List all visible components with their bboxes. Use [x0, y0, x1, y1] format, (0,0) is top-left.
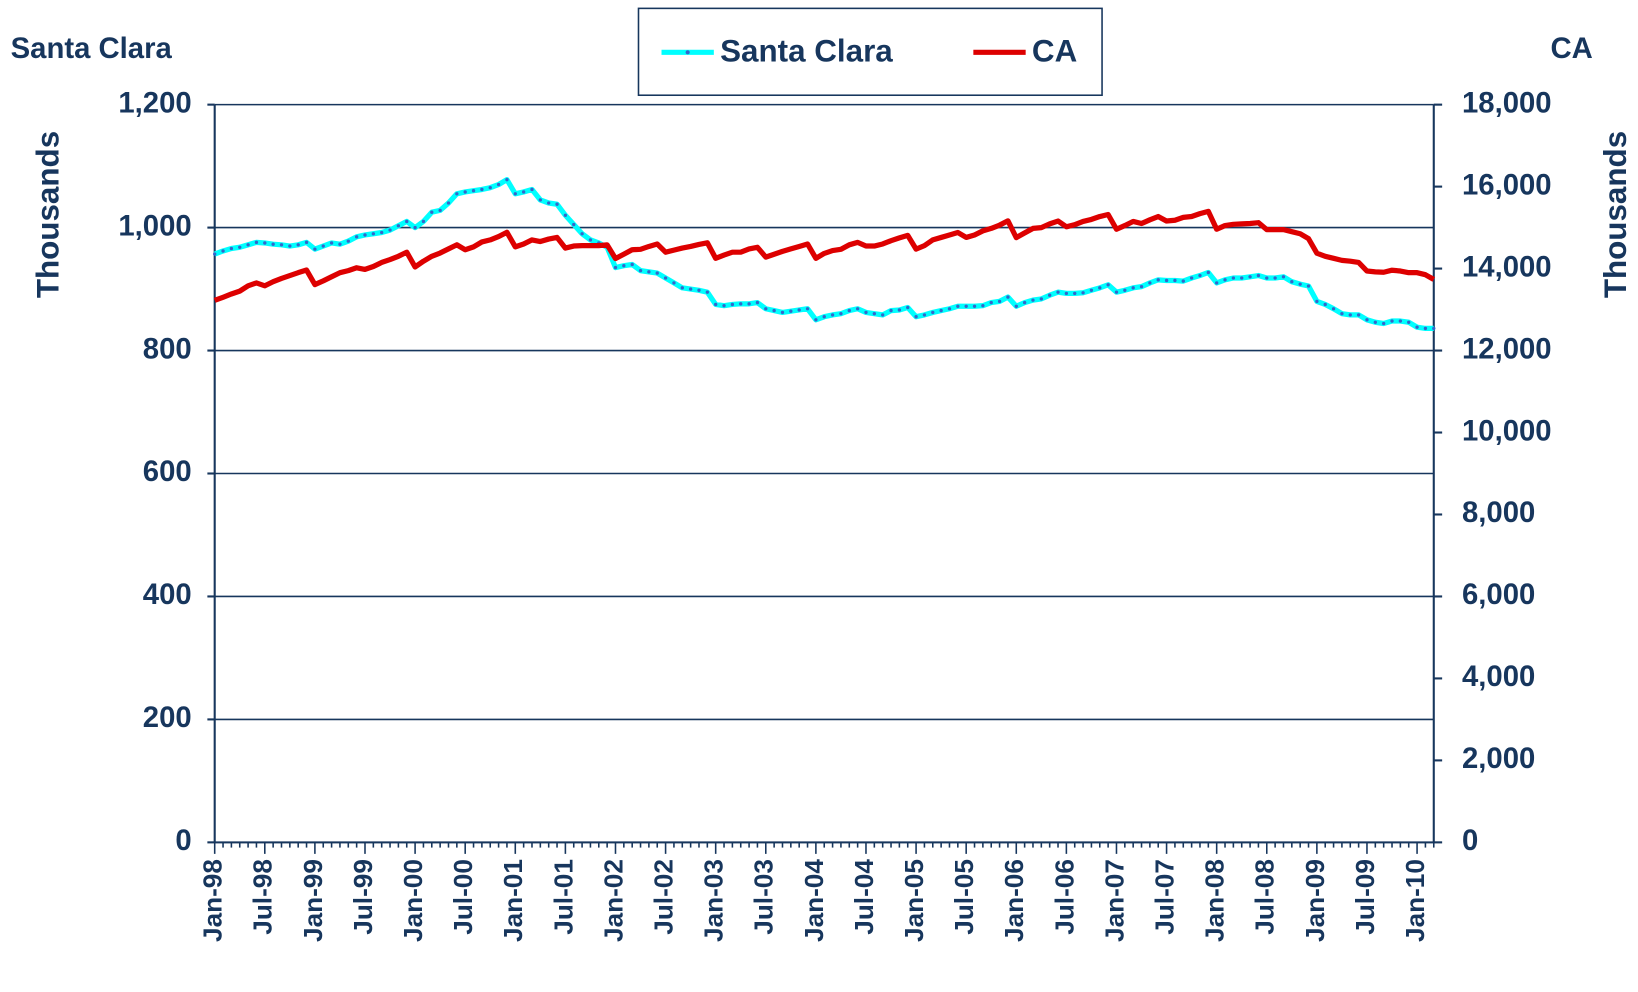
y2-tick-label: 12,000 — [1462, 332, 1552, 365]
x-tick-label: Jul-99 — [348, 859, 378, 935]
y2-tick-label: 10,000 — [1462, 414, 1552, 447]
y2-tick-label: 16,000 — [1462, 168, 1552, 201]
y2-tick-label: 4,000 — [1462, 660, 1535, 693]
x-tick-label: Jul-08 — [1250, 859, 1280, 935]
x-tick-label: Jan-10 — [1400, 859, 1430, 942]
x-tick-label: Jul-02 — [648, 859, 678, 935]
y-tick-label: 600 — [143, 455, 192, 488]
x-tick-label: Jan-02 — [598, 859, 628, 942]
x-tick-label: Jul-06 — [1049, 859, 1079, 935]
y-tick-label: 200 — [143, 701, 192, 734]
x-tick-label: Jan-08 — [1200, 859, 1230, 942]
x-tick-label: Jul-04 — [849, 859, 879, 935]
y2-tick-label: 18,000 — [1462, 86, 1552, 119]
x-tick-label: Jul-98 — [248, 859, 278, 935]
x-tick-label: Jan-03 — [699, 859, 729, 942]
x-tick-label: Jan-98 — [198, 859, 228, 942]
y-tick-label: 1,000 — [118, 209, 191, 242]
y-tick-label: 1,200 — [118, 86, 191, 119]
y2-tick-label: 8,000 — [1462, 496, 1535, 529]
series-line — [213, 177, 1436, 332]
legend-label: Santa Clara — [720, 34, 893, 69]
x-tick-label: Jul-09 — [1350, 859, 1380, 935]
y-tick-label: 0 — [175, 824, 191, 857]
y-axis-title: Santa Clara — [11, 32, 173, 65]
x-tick-label: Jul-01 — [548, 859, 578, 935]
x-tick-label: Jul-03 — [749, 859, 779, 935]
x-tick-label: Jan-00 — [398, 859, 428, 942]
y2-tick-label: 2,000 — [1462, 742, 1535, 775]
x-tick-label: Jan-99 — [298, 859, 328, 942]
x-tick-label: Jul-05 — [949, 859, 979, 935]
x-tick-label: Jan-09 — [1300, 859, 1330, 942]
x-tick-label: Jan-05 — [899, 859, 929, 942]
y2-tick-label: 14,000 — [1462, 250, 1552, 283]
x-tick-label: Jan-06 — [999, 859, 1029, 942]
x-tick-label: Jul-07 — [1149, 859, 1179, 935]
x-tick-label: Jan-01 — [498, 859, 528, 942]
x-tick-label: Jan-04 — [799, 859, 829, 942]
y2-axis-title: CA — [1551, 32, 1593, 65]
x-tick-label: Jul-00 — [448, 859, 478, 935]
legend-label: CA — [1032, 34, 1077, 69]
y-axis-label: Thousands — [31, 131, 66, 298]
series-line — [213, 208, 1436, 303]
y2-axis-label: Thousands — [1598, 131, 1633, 298]
y-tick-label: 800 — [143, 332, 192, 365]
y-tick-label: 400 — [143, 578, 192, 611]
x-tick-label: Jan-07 — [1099, 859, 1129, 942]
y2-tick-label: 0 — [1462, 824, 1478, 857]
legend-marker — [685, 50, 690, 55]
y2-tick-label: 6,000 — [1462, 578, 1535, 611]
